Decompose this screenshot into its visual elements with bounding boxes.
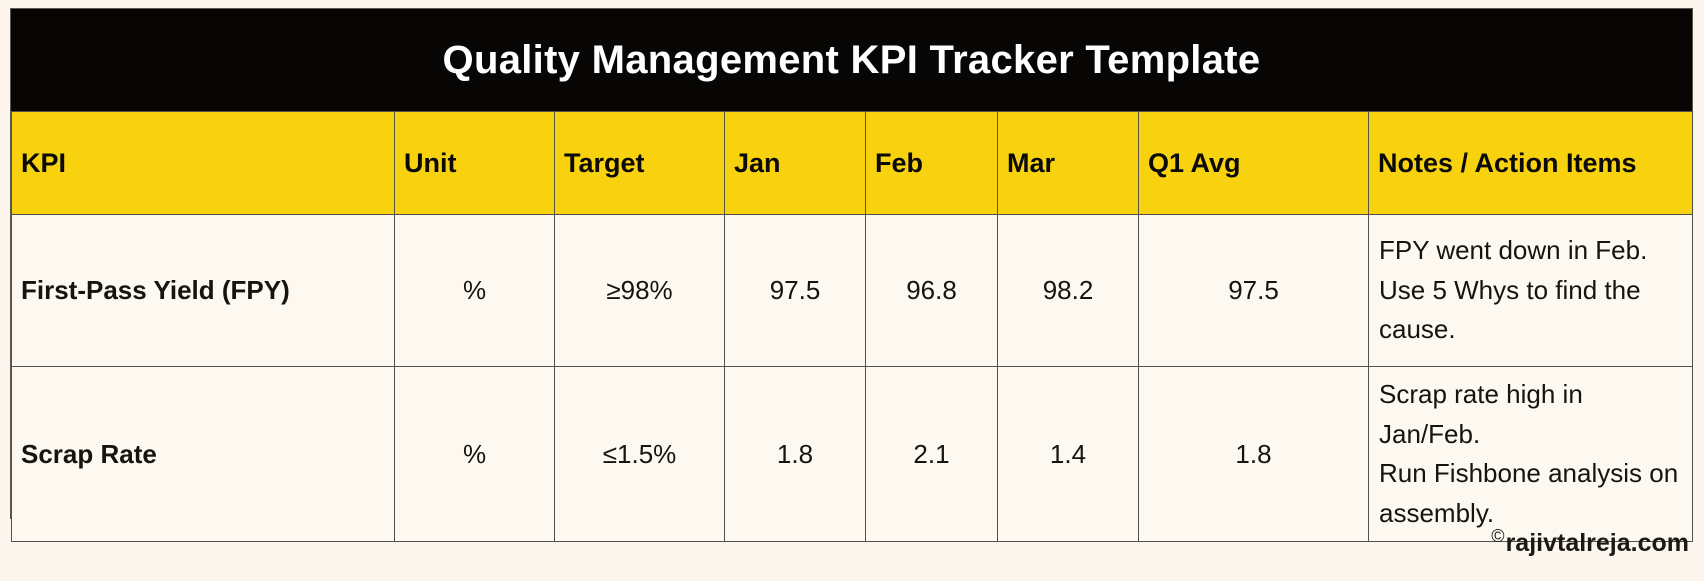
cell-kpi-name: First-Pass Yield (FPY) [11, 214, 395, 367]
cell-target: ≥98% [554, 214, 725, 367]
cell-jan: 1.8 [724, 365, 866, 543]
column-header-jan: Jan [724, 111, 866, 215]
cell-unit: % [394, 365, 555, 543]
cell-q1-avg: 97.5 [1138, 214, 1369, 367]
kpi-table: KPI Unit Target Jan Feb Mar Q1 Avg Notes… [11, 111, 1693, 543]
column-header-mar: Mar [997, 111, 1139, 215]
table-row-scrap-rate: Scrap Rate % ≤1.5% 1.8 2.1 1.4 1.8 Scrap… [11, 365, 1693, 543]
kpi-tracker-frame: Quality Management KPI Tracker Template … [10, 8, 1693, 543]
note-sentence: Use 5 Whys to find the cause. [1379, 274, 1641, 345]
cell-notes: Scrap rate high in Jan/Feb. Run Fishbone… [1368, 365, 1693, 543]
header-row: KPI Unit Target Jan Feb Mar Q1 Avg Notes… [11, 111, 1693, 215]
cell-kpi-name: Scrap Rate [11, 365, 395, 543]
watermark: ©rajivtalreja.com [1491, 526, 1689, 558]
cell-jan: 97.5 [724, 214, 866, 367]
cell-target: ≤1.5% [554, 365, 725, 543]
column-header-kpi: KPI [11, 111, 395, 215]
note-sentence: Scrap rate high in Jan/Feb. [1379, 379, 1583, 449]
cell-feb: 2.1 [865, 365, 998, 543]
cell-feb: 96.8 [865, 214, 998, 367]
watermark-text: rajivtalreja.com [1505, 529, 1689, 557]
title-bar: Quality Management KPI Tracker Template [11, 9, 1692, 111]
copyright-icon: © [1491, 526, 1505, 546]
note-sentence: Run Fishbone analysis on assembly. [1379, 458, 1679, 528]
cell-unit: % [394, 214, 555, 367]
cell-q1-avg: 1.8 [1138, 365, 1369, 543]
column-header-notes: Notes / Action Items [1368, 111, 1693, 215]
note-sentence: FPY went down in Feb. [1379, 235, 1648, 266]
column-header-q1-avg: Q1 Avg [1138, 111, 1369, 215]
column-header-feb: Feb [865, 111, 998, 215]
table-row-fpy: First-Pass Yield (FPY) % ≥98% 97.5 96.8 … [11, 214, 1693, 367]
page-title: Quality Management KPI Tracker Template [442, 37, 1261, 82]
cell-notes: FPY went down in Feb. Use 5 Whys to find… [1368, 214, 1693, 367]
column-header-target: Target [554, 111, 725, 215]
cell-mar: 1.4 [997, 365, 1139, 543]
cell-mar: 98.2 [997, 214, 1139, 367]
column-header-unit: Unit [394, 111, 555, 215]
